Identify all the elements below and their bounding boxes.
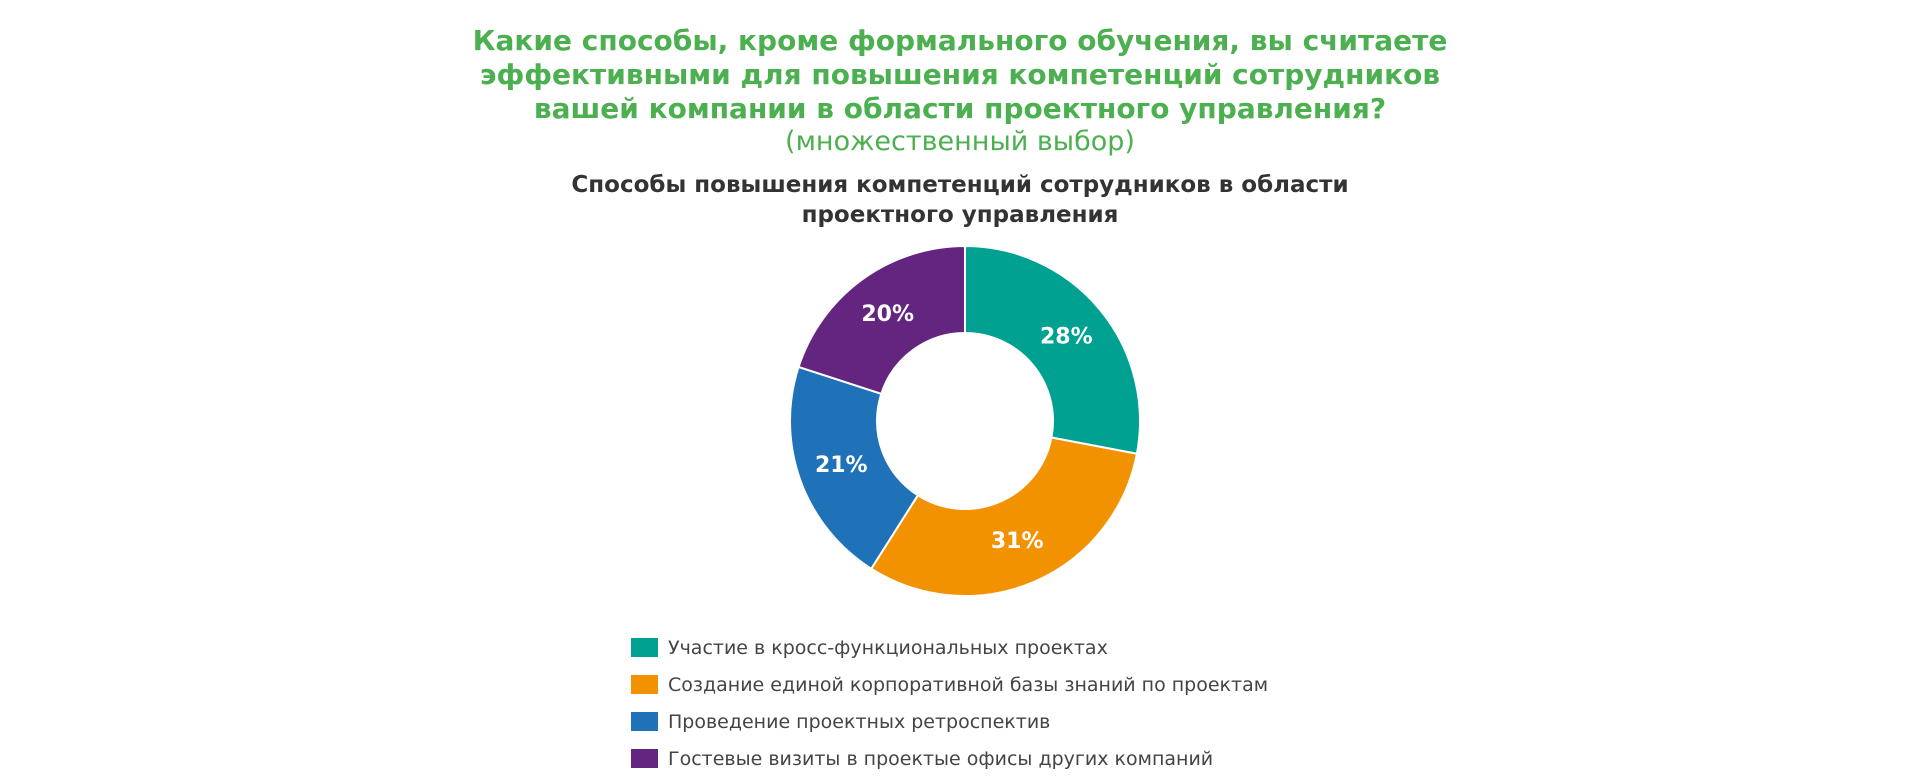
- legend-swatch: [631, 749, 658, 768]
- donut-slice: [790, 365, 920, 571]
- legend-item: Гостевые визиты в проектые офисы других …: [631, 740, 1268, 777]
- legend-item: Создание единой корпоративной базы знани…: [631, 666, 1268, 703]
- slice-value-label: 20%: [861, 302, 914, 327]
- legend-label: Создание единой корпоративной базы знани…: [668, 673, 1269, 696]
- legend-swatch: [631, 638, 658, 657]
- survey-question: Какие способы, кроме формального обучени…: [0, 24, 1920, 158]
- slice-value-label: 31%: [991, 529, 1044, 554]
- donut-slice: [869, 436, 1139, 596]
- legend-item: Участие в кросс-функциональных проектах: [631, 629, 1268, 666]
- legend-item: Проведение проектных ретроспектив: [631, 703, 1268, 740]
- chart-title-text: Способы повышения компетенций сотруднико…: [571, 172, 1349, 228]
- chart-title: Способы повышения компетенций сотруднико…: [0, 170, 1920, 230]
- slice-value-label: 21%: [815, 453, 868, 478]
- donut-slice: [964, 246, 1140, 455]
- legend-label: Гостевые визиты в проектые офисы других …: [668, 747, 1214, 770]
- slice-value-label: 28%: [1040, 325, 1093, 350]
- chart-legend: Участие в кросс-функциональных проектах …: [631, 629, 1268, 777]
- donut-chart: 28% 31% 21% 20%: [790, 246, 1140, 596]
- question-note: (множественный выбор): [785, 126, 1135, 157]
- question-text: Какие способы, кроме формального обучени…: [472, 24, 1448, 125]
- legend-swatch: [631, 675, 658, 694]
- legend-label: Участие в кросс-функциональных проектах: [668, 636, 1108, 659]
- legend-swatch: [631, 712, 658, 731]
- legend-label: Проведение проектных ретроспектив: [668, 710, 1051, 733]
- donut-slice: [797, 246, 966, 396]
